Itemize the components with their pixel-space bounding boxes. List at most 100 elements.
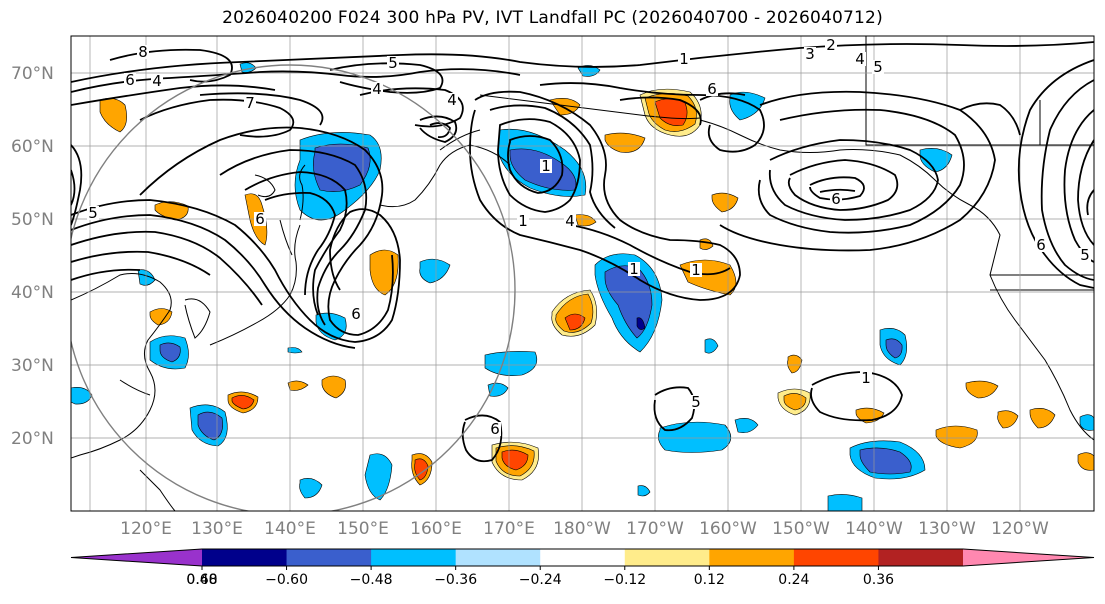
colorbar-tick-labels: −0.60 −0.48 −0.36 −0.24 −0.12 0.12 0.24 0.36 0.4… [186,566,894,588]
map-frame [70,35,1095,512]
contour-label: 6 [707,80,717,98]
contour-label: 6 [125,71,135,89]
contour-label: 2 [826,36,836,54]
colorbar-tick-label: −0.12 [603,572,646,588]
contour-label-background [872,60,884,74]
contour-label-background [804,47,816,61]
colorbar-swatch-high-extend [963,549,1094,566]
lon-label-140e: 140°E [264,519,316,539]
lat-label-50n: 50°N [11,210,54,230]
contour-label: 6 [351,305,361,323]
contour-label-background [489,422,501,436]
contour-label: 4 [565,212,575,230]
contour-label: 6 [490,420,500,438]
contour-label: 7 [245,94,255,112]
map-background [71,36,1094,511]
graticule [71,36,1094,511]
map-title: 2026040200 F024 300 hPa PV, IVT Landfall… [222,8,883,28]
contour-label-background [1079,248,1091,262]
lat-label-20n: 20°N [11,429,54,449]
contour-label-background [254,212,266,226]
colorbar-swatch [202,549,288,566]
colorbar-tick-label: 0.60 [186,572,217,588]
colorbar-swatch [540,549,626,566]
contour-label-background [350,307,362,321]
lon-label-120e: 120°E [120,519,172,539]
lon-label-180w: 180°W [553,519,611,539]
contour-label: 6 [255,210,265,228]
contour-label-background [1035,238,1047,252]
contour-label-background [628,262,640,276]
colorbar-swatch [878,549,964,566]
lon-label-160w: 160°W [699,519,757,539]
contour-label-background [678,52,690,66]
contour-label: 4 [447,91,457,109]
contour-label: 6 [831,190,841,208]
lon-label-130w: 130°W [918,519,976,539]
contour-label: 1 [691,261,701,279]
lon-label-170e: 170°E [483,519,535,539]
colorbar-tick-label: 0.36 [863,572,894,588]
contour-label-background [706,82,718,96]
contour-label-background [151,74,163,88]
colorbar-swatch [793,549,879,566]
colorbar-swatch [455,549,541,566]
contour-label: 1 [518,212,528,230]
lon-label-160e: 160°E [410,519,462,539]
colorbar-tick-label: 0.24 [778,572,809,588]
lon-label-170w: 170°W [626,519,684,539]
contour-label-background [87,206,99,220]
contour-label-background [830,192,842,206]
contour-label: 4 [855,50,865,68]
coastlines [71,36,1094,511]
contour-label: 5 [88,204,98,222]
contour-label: 5 [388,54,398,72]
colorbar-tick-label: 0.48 [186,572,217,588]
contour-label-background [854,52,866,66]
contour-label: 1 [629,260,639,278]
colorbar-swatch [709,549,795,566]
colorbar-swatch-low-extend [71,549,202,566]
contour-label-background [825,38,837,52]
contour-label-background [690,263,702,277]
contour-label-background [860,371,872,385]
lon-label-140w: 140°W [845,519,903,539]
contour-label: 5 [1080,246,1090,264]
colorbar-swatch [286,549,372,566]
contour-label: 6 [1036,236,1046,254]
contour-label-background [244,96,256,110]
contour-label: 3 [805,45,815,63]
colorbar-swatch [371,549,457,566]
contour-label: 4 [372,80,382,98]
lon-label-130e: 130°E [191,519,243,539]
contour-label: 1 [541,157,551,175]
lat-label-30n: 30°N [11,356,54,376]
contour-label-background [564,214,576,228]
contour-label-background [446,93,458,107]
contour-label: 5 [691,393,701,411]
colorbar-swatch [624,549,710,566]
colorbar-tick-label: 0.12 [694,572,725,588]
lon-label-120w: 120°W [991,519,1049,539]
contour-label-background [690,395,702,409]
lat-label-60n: 60°N [11,137,54,157]
contour-label: 1 [679,50,689,68]
contour-label-background [371,82,383,96]
colorbar [70,548,1095,567]
colorbar-tick-label: −0.48 [350,572,393,588]
contour-label-background [540,159,552,173]
colorbar-tick-label: −0.36 [434,572,477,588]
contour-label: 1 [861,369,871,387]
contour-label-background [124,73,136,87]
colorbar-tick-label: −0.60 [265,572,308,588]
lon-label-150w: 150°W [772,519,830,539]
contour-label: 5 [873,58,883,76]
contour-label-background [137,45,149,59]
contour-label: 4 [152,72,162,90]
lat-label-40n: 40°N [11,283,54,303]
landfall-radius-circle [71,64,516,511]
contour-label: 8 [138,43,148,61]
colorbar-tick-label: −0.24 [519,572,562,588]
